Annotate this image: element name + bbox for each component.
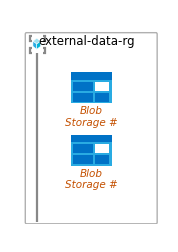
Bar bbox=[95, 145, 109, 153]
Bar bbox=[95, 93, 109, 102]
Text: external-data-rg: external-data-rg bbox=[39, 35, 135, 47]
Bar bbox=[73, 93, 93, 102]
Text: Blob
Storage #: Blob Storage # bbox=[65, 168, 118, 190]
Polygon shape bbox=[33, 42, 37, 50]
Text: Blob
Storage #: Blob Storage # bbox=[65, 106, 118, 128]
Bar bbox=[95, 155, 109, 164]
FancyBboxPatch shape bbox=[70, 135, 112, 166]
Bar bbox=[73, 145, 93, 153]
Bar bbox=[70, 73, 112, 81]
Polygon shape bbox=[33, 39, 41, 45]
FancyBboxPatch shape bbox=[25, 34, 157, 224]
Bar bbox=[70, 135, 112, 143]
FancyBboxPatch shape bbox=[70, 73, 112, 104]
Bar bbox=[73, 155, 93, 164]
Polygon shape bbox=[37, 42, 41, 50]
Bar bbox=[73, 83, 93, 91]
Bar bbox=[95, 83, 109, 91]
